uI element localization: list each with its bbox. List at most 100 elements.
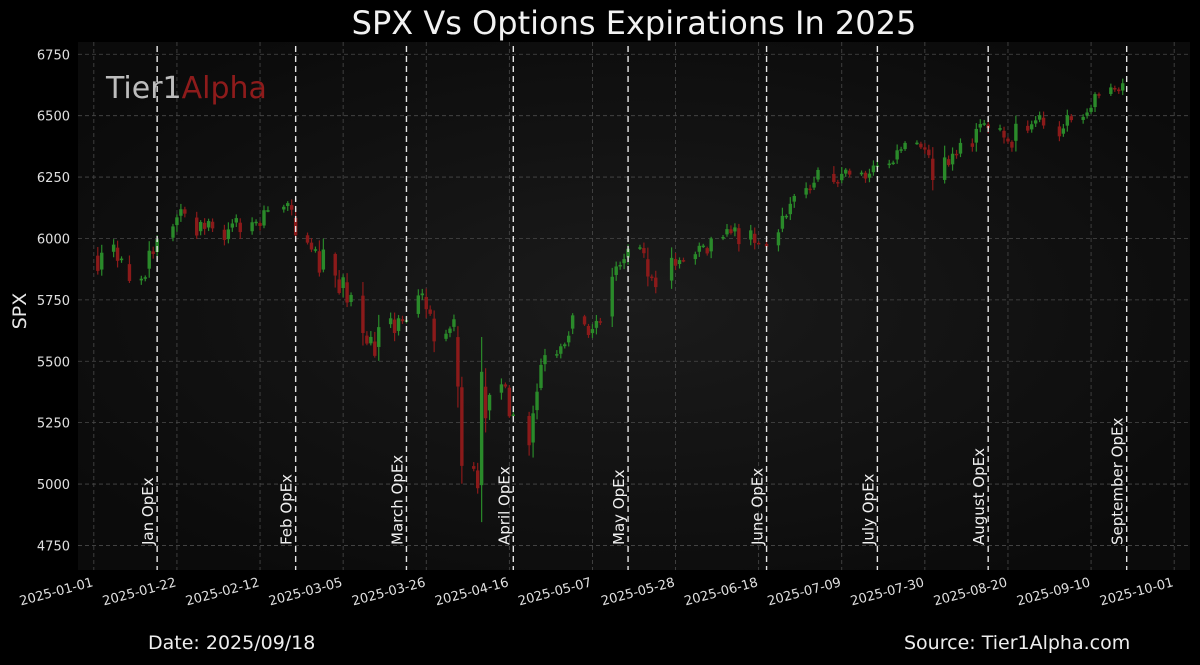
candle-body xyxy=(752,233,757,243)
candle xyxy=(622,253,626,270)
candle xyxy=(570,313,575,335)
candle xyxy=(638,244,642,250)
candle-body xyxy=(895,150,899,160)
candle-body xyxy=(305,235,310,243)
candle-body xyxy=(982,123,986,125)
candle xyxy=(499,378,504,400)
candle-body xyxy=(230,223,235,228)
candle-body xyxy=(333,253,337,276)
candle xyxy=(100,244,104,276)
candle-body xyxy=(100,252,104,270)
candle-body xyxy=(776,232,781,246)
candle-body xyxy=(784,215,789,218)
candle xyxy=(507,385,512,418)
candle xyxy=(230,219,235,232)
opex-label: Jan OpEx xyxy=(139,477,157,546)
candle xyxy=(392,312,397,342)
candle xyxy=(701,243,705,249)
candle xyxy=(808,184,812,194)
candle xyxy=(582,314,587,326)
candle xyxy=(333,252,337,288)
candle-body xyxy=(812,182,816,188)
candle-body xyxy=(958,142,963,154)
y-tick-label: 6750 xyxy=(37,48,70,63)
candle-body xyxy=(891,162,895,165)
candle xyxy=(198,220,203,236)
candle-body xyxy=(725,229,729,235)
candle xyxy=(1014,115,1018,152)
candle xyxy=(705,246,709,256)
candle xyxy=(373,331,377,358)
candle xyxy=(693,251,698,265)
candle xyxy=(147,241,151,278)
candle xyxy=(594,314,599,335)
candle-body xyxy=(444,333,448,339)
candle xyxy=(709,236,713,259)
candle xyxy=(139,275,144,285)
candle-body xyxy=(1002,130,1006,138)
opex-label: April OpEx xyxy=(495,466,513,545)
candle-body xyxy=(527,415,531,446)
candle xyxy=(903,141,907,151)
candle-body xyxy=(863,172,868,179)
candle xyxy=(891,160,895,165)
candle xyxy=(483,368,488,433)
candle-body xyxy=(638,247,642,249)
candle xyxy=(673,253,678,271)
candle-body xyxy=(559,346,563,354)
candle xyxy=(1113,85,1117,92)
candle-body xyxy=(543,355,547,365)
y-tick-label: 6500 xyxy=(37,110,70,125)
candle-body xyxy=(788,203,793,215)
candle xyxy=(258,221,262,231)
candle xyxy=(206,218,211,232)
candle xyxy=(1109,83,1113,96)
x-tick-label: 2025-08-20 xyxy=(932,575,1009,609)
candle-body xyxy=(1033,120,1038,124)
candle xyxy=(1081,114,1085,124)
candle-body xyxy=(487,394,492,411)
candle xyxy=(737,223,741,252)
candle xyxy=(238,218,242,239)
candle xyxy=(266,206,270,213)
candle xyxy=(804,182,808,199)
candle-body xyxy=(365,335,369,344)
candle xyxy=(749,224,753,246)
candle xyxy=(262,205,266,229)
candle-body xyxy=(119,258,124,261)
candle xyxy=(598,317,603,326)
candle xyxy=(424,288,428,318)
candle xyxy=(677,257,682,269)
candle-body xyxy=(258,223,262,226)
candle-body xyxy=(764,243,769,247)
candle-body xyxy=(175,217,179,226)
candle xyxy=(1057,121,1062,142)
candle-body xyxy=(974,128,979,143)
candle xyxy=(250,217,254,235)
x-tick-label: 2025-05-28 xyxy=(600,575,677,609)
candle-body xyxy=(448,328,452,333)
candle-body xyxy=(887,163,891,166)
candle-body xyxy=(483,386,488,419)
candle-body xyxy=(1041,117,1046,126)
candle xyxy=(1085,108,1089,119)
candle xyxy=(946,155,951,167)
candle-body xyxy=(341,277,345,289)
candle-body xyxy=(416,295,421,314)
candle xyxy=(610,267,614,328)
candle xyxy=(539,358,543,391)
candle xyxy=(345,273,349,308)
candle xyxy=(788,197,793,221)
candle-body xyxy=(618,264,622,267)
candle-body xyxy=(321,249,326,270)
candle xyxy=(448,326,452,338)
candle-body xyxy=(942,157,947,180)
candle xyxy=(1097,92,1101,99)
candle xyxy=(475,462,480,494)
candle xyxy=(982,119,986,127)
candle xyxy=(396,315,401,336)
candle-body xyxy=(198,222,203,232)
candle-body xyxy=(535,391,539,411)
candle-body xyxy=(737,228,741,245)
candle-body xyxy=(151,251,155,254)
